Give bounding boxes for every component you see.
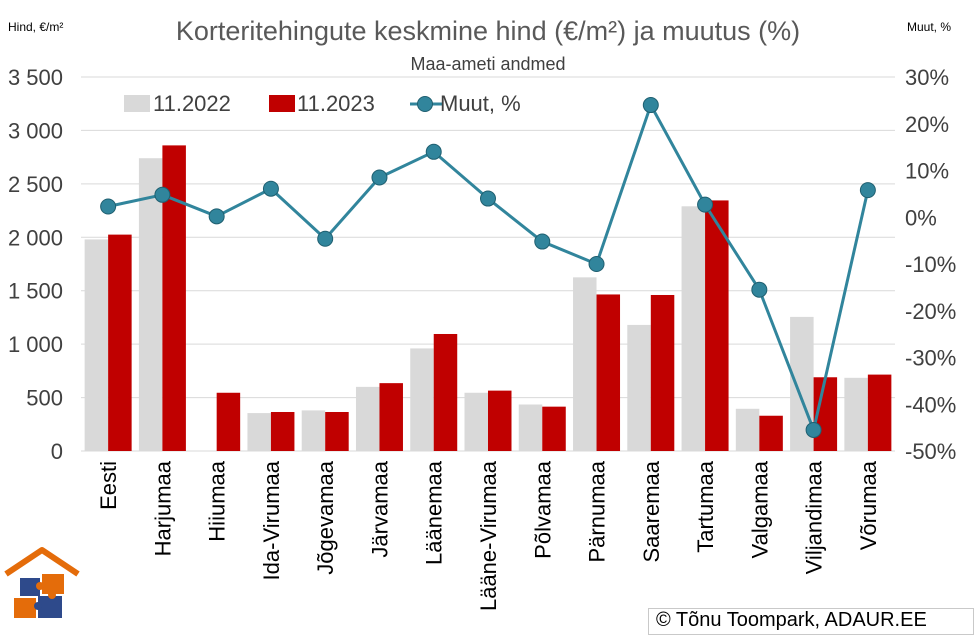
y-right-tick-label: -50% bbox=[905, 439, 956, 464]
chart-title: Korteritehingute keskmine hind (€/m²) ja… bbox=[176, 16, 800, 46]
line-point bbox=[425, 143, 442, 160]
bar-11.2023 bbox=[705, 200, 729, 451]
line-point bbox=[534, 233, 551, 250]
category-label: Põlvamaa bbox=[530, 460, 555, 559]
y-left-tick-label: 3 000 bbox=[8, 118, 63, 143]
legend-swatch-2023 bbox=[269, 95, 295, 112]
category-labels: Eesti Harjumaa Hiiumaa Ida-Virumaa Jõgevamaa… bbox=[96, 460, 881, 611]
line-point bbox=[262, 180, 279, 197]
bar-11.2022 bbox=[627, 324, 651, 451]
change-line bbox=[100, 97, 876, 438]
legend-swatch-2022 bbox=[124, 95, 150, 112]
bar-11.2022 bbox=[247, 413, 271, 451]
category-label: Ida-Virumaa bbox=[259, 460, 284, 580]
y-left-tick-label: 1 000 bbox=[8, 332, 63, 357]
y-left-tick-label: 1 500 bbox=[8, 279, 63, 304]
chart-subtitle: Maa-ameti andmed bbox=[410, 54, 565, 74]
y-left-axis-label: Hind, €/m² bbox=[8, 20, 63, 34]
line-point bbox=[751, 281, 768, 298]
bar-11.2022 bbox=[681, 206, 706, 451]
bar-11.2023 bbox=[216, 392, 241, 451]
bar-11.2022 bbox=[735, 408, 760, 451]
line-point bbox=[317, 230, 334, 247]
bar-11.2023 bbox=[650, 294, 675, 451]
line-point bbox=[154, 186, 171, 203]
bar-11.2023 bbox=[759, 415, 783, 451]
y-left-ticks: 0 500 1 000 1 500 2 000 2 500 3 000 3 500 bbox=[8, 65, 63, 464]
credit-box bbox=[648, 608, 974, 635]
line-point bbox=[371, 169, 388, 186]
category-label: Eesti bbox=[96, 461, 121, 510]
category-label: Läänemaa bbox=[422, 460, 447, 565]
legend-label-2023: 11.2023 bbox=[297, 91, 375, 116]
y-right-tick-label: 0% bbox=[905, 205, 937, 230]
bar-11.2023 bbox=[162, 145, 186, 452]
line-point bbox=[642, 97, 659, 114]
y-left-tick-label: 500 bbox=[26, 386, 63, 411]
y-right-tick-label: -10% bbox=[905, 252, 956, 277]
line-path bbox=[107, 103, 870, 432]
bar-11.2023 bbox=[488, 390, 512, 451]
category-label: Viljandimaa bbox=[802, 460, 827, 574]
bar-11.2023 bbox=[379, 383, 403, 451]
category-label: Hiiumaa bbox=[205, 460, 230, 541]
bar-11.2023 bbox=[325, 411, 349, 451]
category-label: Valgamaa bbox=[747, 460, 772, 558]
bar-11.2022 bbox=[518, 404, 543, 451]
bar-11.2023 bbox=[867, 374, 892, 451]
bar-11.2023 bbox=[270, 411, 295, 451]
category-label: Võrumaa bbox=[856, 460, 881, 550]
legend-label-change: Muut, % bbox=[440, 91, 521, 116]
y-right-tick-label: 20% bbox=[905, 112, 949, 137]
bar-11.2022 bbox=[410, 348, 434, 451]
y-right-ticks: -50% -40% -30% -20% -10% 0% 10% 20% 30% bbox=[905, 65, 956, 464]
line-point bbox=[588, 256, 605, 272]
y-right-tick-label: -20% bbox=[905, 299, 956, 324]
bar-11.2022 bbox=[301, 410, 326, 451]
category-label: Saaremaa bbox=[639, 460, 664, 562]
line-point bbox=[208, 208, 225, 225]
bar-11.2022 bbox=[573, 277, 597, 451]
category-label: Pärnumaa bbox=[585, 460, 610, 562]
bar-11.2022 bbox=[138, 158, 163, 451]
y-right-axis-label: Muut, % bbox=[907, 20, 951, 34]
house-puzzle-icon bbox=[2, 544, 82, 629]
legend: 11.2022 11.2023 Muut, % bbox=[124, 91, 521, 116]
line-point bbox=[100, 198, 117, 215]
bar-11.2023 bbox=[596, 294, 621, 451]
line-point bbox=[697, 196, 714, 213]
bars bbox=[84, 145, 892, 452]
y-left-tick-label: 2 000 bbox=[8, 225, 63, 250]
credit-text: © Tõnu Toompark, ADAUR.EE bbox=[656, 609, 927, 631]
bar-11.2023 bbox=[108, 234, 132, 451]
bar-11.2022 bbox=[355, 386, 380, 451]
category-label: Harjumaa bbox=[150, 460, 175, 556]
y-left-tick-label: 3 500 bbox=[8, 65, 63, 90]
bar-11.2022 bbox=[844, 377, 868, 451]
bar-11.2023 bbox=[542, 406, 566, 451]
bar-11.2023 bbox=[433, 333, 458, 451]
category-label: Jõgevamaa bbox=[313, 460, 338, 575]
y-right-tick-label: 30% bbox=[905, 65, 949, 90]
y-left-tick-label: 0 bbox=[51, 439, 63, 464]
category-label: Tartumaa bbox=[693, 460, 718, 552]
bar-11.2022 bbox=[464, 392, 488, 451]
y-left-tick-label: 2 500 bbox=[8, 172, 63, 197]
category-label: Lääne-Virumaa bbox=[476, 460, 501, 611]
bar-11.2022 bbox=[84, 239, 109, 451]
y-right-tick-label: 10% bbox=[905, 159, 949, 184]
line-point bbox=[805, 421, 822, 438]
line-point bbox=[480, 190, 496, 207]
y-right-tick-label: -40% bbox=[905, 392, 956, 417]
line-point bbox=[859, 182, 876, 199]
y-right-tick-label: -30% bbox=[905, 346, 956, 371]
legend-marker-change bbox=[417, 96, 433, 112]
legend-label-2022: 11.2022 bbox=[153, 91, 231, 116]
category-label: Järvamaa bbox=[367, 460, 392, 557]
